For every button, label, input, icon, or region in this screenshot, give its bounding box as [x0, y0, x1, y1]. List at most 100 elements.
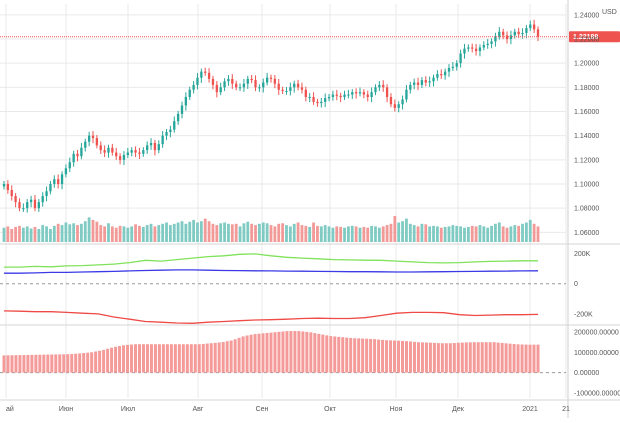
histogram-bar: [221, 341, 225, 373]
candle-body: [382, 84, 385, 88]
candle-body: [138, 152, 141, 154]
histogram-bar: [341, 337, 345, 373]
volume-bar: [393, 216, 397, 242]
histogram-bar: [512, 344, 516, 373]
candle-body: [436, 74, 439, 78]
volume-bar: [424, 224, 428, 242]
volume-bar: [466, 226, 470, 242]
candle-body: [84, 141, 87, 148]
candle-body: [29, 199, 33, 203]
histogram-bar: [293, 331, 297, 373]
candle-body: [204, 71, 207, 73]
candle-body: [99, 145, 102, 151]
histogram-bar: [329, 336, 333, 373]
candle-body: [118, 156, 122, 160]
volume-bar: [257, 223, 261, 242]
volume-bar: [110, 226, 114, 242]
histogram-bar: [181, 344, 185, 373]
volume-bar: [319, 226, 323, 242]
histogram-bar: [34, 354, 38, 373]
histogram-bar: [500, 342, 504, 373]
histogram-bar: [353, 338, 357, 373]
price-pane[interactable]: 1.22189: [0, 19, 620, 213]
volume-bar: [211, 223, 215, 242]
x-tick-label: Дек: [452, 406, 465, 413]
candle-body: [238, 87, 242, 89]
x-tick-label: Июл: [121, 406, 135, 413]
histogram-bar: [484, 342, 488, 373]
histogram-bar: [401, 340, 405, 373]
volume-bar: [517, 225, 521, 242]
histogram-pane[interactable]: [0, 331, 566, 374]
histogram-bar: [385, 340, 389, 373]
volume-bar: [6, 226, 10, 242]
price-tick-label: 1.12000: [574, 157, 599, 164]
candle-body: [393, 104, 396, 108]
volume-bar: [381, 226, 385, 242]
histogram-bar: [309, 332, 313, 373]
candle-body: [207, 72, 211, 79]
candle-body: [111, 147, 114, 153]
oscillator-pane[interactable]: [0, 253, 566, 324]
candle-body: [335, 94, 338, 96]
volume-bar: [377, 227, 381, 242]
candle-body: [18, 202, 21, 209]
volume-bar: [64, 222, 68, 242]
histogram-bar: [110, 347, 114, 373]
volume-bar: [261, 222, 265, 242]
volume-bar: [327, 226, 331, 242]
histogram-bar: [452, 343, 456, 373]
volume-bar: [207, 221, 211, 242]
histogram-bar: [14, 355, 18, 373]
volume-bar: [435, 226, 439, 242]
volume-bar: [385, 225, 389, 242]
volume-bar: [304, 225, 308, 242]
volume-bar: [161, 223, 165, 242]
volume-bar: [331, 227, 335, 242]
candle-body: [242, 83, 246, 88]
volume-bar: [277, 223, 281, 242]
osc-tick-label: -200K: [574, 311, 593, 318]
candle-body: [57, 179, 60, 184]
volume-bar: [536, 226, 540, 242]
candle-body: [536, 29, 540, 37]
candle-body: [316, 101, 319, 104]
volume-bar: [238, 226, 242, 242]
histogram-bar: [440, 343, 444, 373]
histogram-bar: [50, 354, 54, 373]
volume-bar: [153, 226, 157, 242]
histogram-bar: [289, 331, 293, 373]
candle-body: [68, 162, 71, 169]
histogram-bar: [130, 344, 134, 373]
volume-bar: [281, 223, 285, 242]
candle-body: [142, 150, 145, 154]
candle-body: [126, 152, 129, 155]
histogram-bar: [6, 355, 10, 373]
volume-bar: [99, 225, 103, 242]
volume-bar: [14, 226, 18, 242]
volume-bar: [227, 223, 230, 242]
histogram-bar: [70, 354, 74, 373]
histogram-bar: [444, 343, 448, 373]
candle-body: [339, 95, 342, 97]
volume-bar: [412, 225, 416, 242]
histogram-bar: [261, 333, 265, 373]
candle-body: [505, 35, 509, 39]
histogram-bar: [141, 344, 145, 373]
candle-body: [300, 87, 304, 90]
histogram-bar: [297, 331, 301, 373]
x-tick-label: ай: [6, 405, 14, 413]
histogram-bar: [381, 339, 385, 373]
x-tick-label: 2021: [522, 406, 538, 413]
candle-body: [277, 83, 280, 90]
volume-bar: [405, 218, 408, 242]
histogram-bar: [393, 340, 397, 373]
candle-body: [250, 78, 253, 81]
candle-body: [76, 153, 79, 157]
histogram-bar: [408, 341, 412, 373]
histogram-bar: [333, 336, 337, 373]
histogram-bar: [205, 343, 209, 373]
candle-body: [281, 89, 284, 91]
candle-body: [269, 77, 273, 79]
